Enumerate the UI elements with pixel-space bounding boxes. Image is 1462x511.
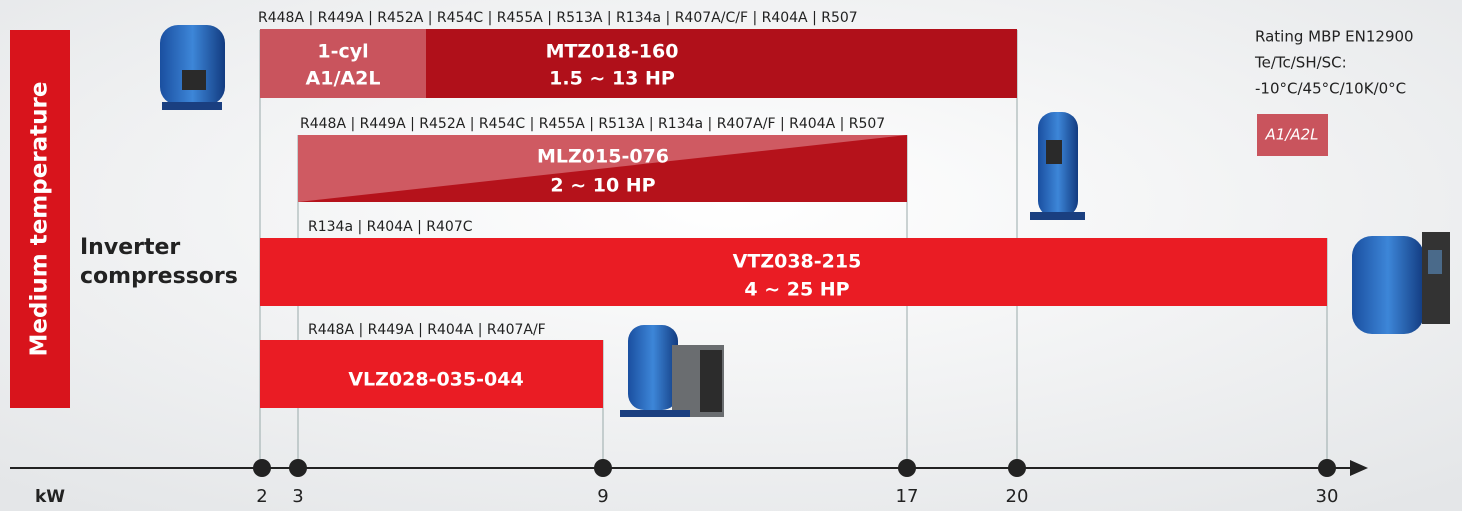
axis-dot [1008, 459, 1026, 477]
compressor-icon [160, 25, 225, 110]
power: 1.5 ~ 13 HP [549, 68, 675, 90]
compressor-icon [1352, 232, 1450, 334]
tick-label: 30 [1316, 486, 1339, 507]
power: 2 ~ 10 HP [550, 175, 655, 197]
segment-label: A1/A2L [306, 68, 381, 90]
rating-line: Te/Tc/SH/SC: [1254, 54, 1347, 72]
power: 4 ~ 25 HP [744, 279, 849, 301]
refrigerants: R448A | R449A | R404A | R407A/F [308, 322, 546, 338]
group-label: Inverter [80, 235, 180, 260]
side-label: Medium temperature [27, 82, 53, 357]
tick-label: 3 [292, 486, 303, 507]
diagram: Medium temperature Inverter compressors … [0, 0, 1462, 511]
rating-line: -10°C/45°C/10K/0°C [1255, 80, 1406, 98]
rating-line: Rating MBP EN12900 [1255, 28, 1414, 46]
axis-dot [898, 459, 916, 477]
tick-label: 9 [597, 486, 608, 507]
segment-label: 1-cyl [317, 41, 368, 63]
axis-dot [1318, 459, 1336, 477]
compressor-icon [1030, 112, 1085, 220]
refrigerants: R448A | R449A | R452A | R454C | R455A | … [258, 10, 858, 26]
model: MTZ018-160 [546, 41, 679, 63]
model: VLZ028-035-044 [348, 369, 523, 391]
tick-label: 17 [896, 486, 919, 507]
axis-dot [289, 459, 307, 477]
refrigerants: R448A | R449A | R452A | R454C | R455A | … [300, 116, 885, 132]
group-label: compressors [80, 264, 238, 289]
axis-dot [594, 459, 612, 477]
tick-label: 20 [1006, 486, 1029, 507]
model: MLZ015-076 [537, 146, 669, 168]
model: VTZ038-215 [733, 251, 862, 273]
axis-dot [253, 459, 271, 477]
refrigerants: R134a | R404A | R407C [308, 219, 473, 235]
tick-label: 2 [256, 486, 267, 507]
badge-label: A1/A2L [1264, 126, 1318, 144]
axis-unit: kW [35, 487, 65, 507]
